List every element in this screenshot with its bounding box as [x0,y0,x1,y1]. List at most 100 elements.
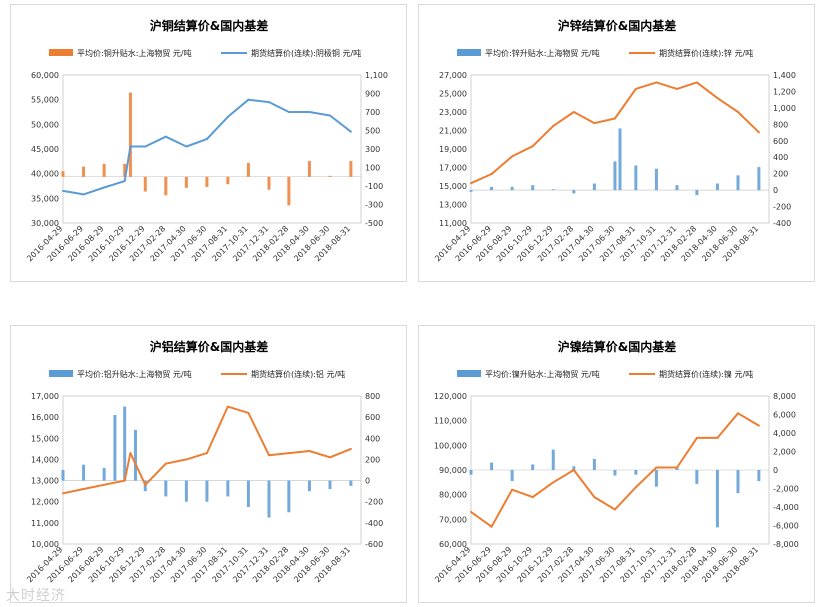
basis-bar [123,163,127,177]
basis-bar [246,480,250,507]
y-right-tick-label: 6,000 [773,411,796,420]
settlement-price-point [205,138,208,141]
basis-bar [61,171,65,177]
plot-area [62,74,362,224]
settlement-price-point [613,508,616,511]
settlement-price-point [511,155,514,158]
settlement-price-point [164,462,167,465]
y-left-tick-label: 120,000 [434,392,467,401]
settlement-price-point [103,483,106,486]
y-left-tick-label: 27,000 [439,71,467,80]
y-right-tick-label: -100 [365,182,383,191]
y-left-tick-label: 90,000 [439,466,467,475]
basis-bar [102,163,106,177]
y-right-tick-label: 800 [365,392,380,401]
legend-swatch-bar [49,370,73,377]
y-right-tick-label: 0 [773,186,778,195]
y-right-tick-label: -4,000 [773,503,799,512]
basis-bar [531,464,535,470]
basis-bar [143,480,147,492]
settlement-price-point [185,145,188,148]
basis-bar [736,175,740,191]
y-right-tick-label: 600 [773,137,788,146]
basis-bar [490,186,494,191]
basis-bar [654,470,658,487]
y-left-tick-label: 15,000 [439,182,467,191]
settlement-price-point [634,87,637,90]
y-right-tick-label: 400 [773,153,788,162]
y-right-tick-label: -200 [773,203,791,212]
y-right-tick-label: 800 [773,120,788,129]
legend-label-line: 期货结算价(连续):锌 元/吨 [659,48,753,58]
y-left-tick-label: 10,000 [31,540,59,549]
basis-bar [654,168,658,191]
settlement-price-point [247,98,250,101]
basis-bar [113,415,117,481]
settlement-price-point [634,486,637,489]
basis-bar [246,162,250,177]
settlement-price-point [572,469,575,471]
settlement-price-point [349,447,352,450]
settlement-price-point [308,111,311,113]
legend-label-bar: 平均价:锌升贴水:上海物贸 元/吨 [485,48,600,58]
settlement-price-point [287,452,290,455]
basis-bar [675,467,679,470]
settlement-price-point [531,145,534,148]
basis-bar [287,176,291,206]
settlement-price-line [62,405,352,495]
basis-bar [510,470,514,482]
basis-bar [205,480,209,502]
y-right-tick-label: -2,000 [773,485,799,494]
y-right-tick-label: -8,000 [773,540,799,549]
copper-chart-panel: 沪铜结算价&国内基差 平均价:铜升贴水:上海物贸 元/吨 期货结算价(连续):阴极铜… [10,4,407,282]
basis-bar [102,467,106,481]
settlement-price-point [511,488,514,491]
settlement-price-point [716,436,719,439]
basis-bar [123,406,127,481]
legend-label-bar: 平均价:铝升贴水:上海物贸 元/吨 [77,369,192,379]
y-right-tick-label: 1,400 [773,71,796,80]
basis-bar [757,470,761,482]
settlement-price-point [736,412,739,415]
basis-bar [634,165,638,191]
basis-bar [349,480,353,486]
y-left-tick-label: 60,000 [31,71,59,80]
chart-title: 沪镍结算价&国内基差 [558,339,676,354]
basis-bar [736,470,740,494]
y-left-tick-label: 80,000 [439,491,467,500]
settlement-price-point [655,466,658,469]
watermark: 大时经济 [6,588,66,604]
y-left-tick-label: 100,000 [434,441,467,450]
y-left-tick-label: 25,000 [439,90,467,99]
y-left-tick-label: 14,000 [31,455,59,464]
y-left-tick-label: 21,000 [439,127,467,136]
plot-area [470,74,770,224]
settlement-price-point [82,488,85,491]
y-left-tick-label: 11,000 [31,519,59,528]
basis-bar [715,470,719,528]
basis-bar [572,190,576,194]
settlement-price-point [129,452,132,455]
basis-bar [267,480,271,518]
y-right-tick-label: 1,100 [365,71,388,80]
y-left-tick-label: 11,000 [439,219,467,228]
settlement-price-point [82,193,85,196]
basis-bar [618,128,622,191]
y-left-tick-label: 16,000 [31,413,59,422]
zinc-chart-panel: 沪锌结算价&国内基差 平均价:锌升贴水:上海物贸 元/吨 期货结算价(连续):锌 元… [418,4,815,282]
legend-swatch-bar [457,49,481,56]
y-right-tick-label: 500 [365,127,380,136]
legend-label-line: 期货结算价(连续):铝 元/吨 [251,369,345,379]
y-left-tick-label: 13,000 [439,201,467,210]
y-right-tick-label: 600 [365,413,380,422]
basis-bar [205,176,209,187]
settlement-price-point [164,135,167,138]
y-right-tick-label: 400 [365,434,380,443]
basis-bar [82,464,86,481]
settlement-price-point [757,424,760,427]
y-right-tick-label: 4,000 [773,429,796,438]
